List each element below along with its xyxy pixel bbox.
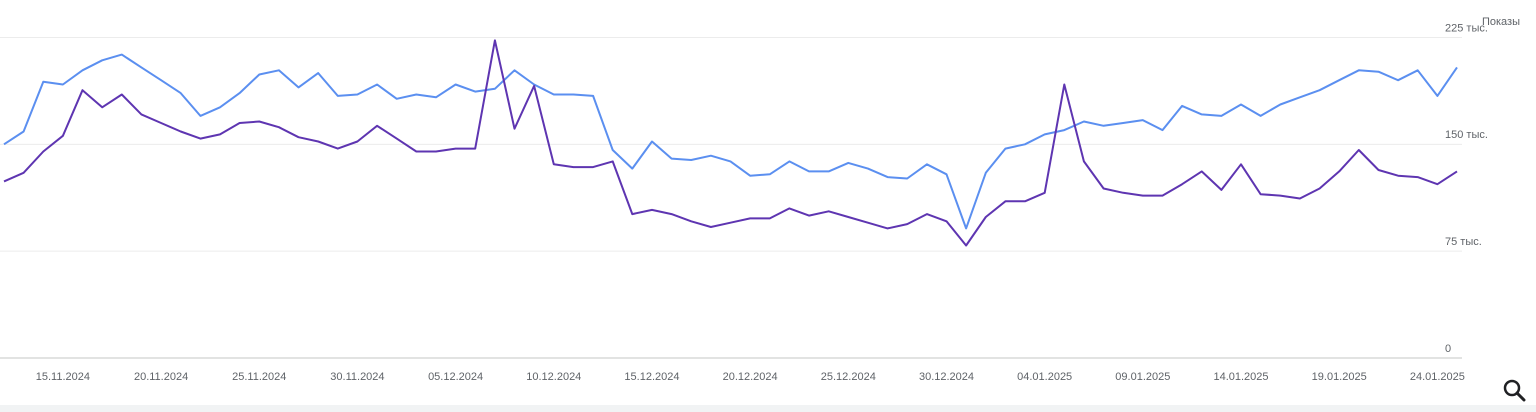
x-tick-label: 10.12.2024 xyxy=(526,371,581,383)
y-tick-label: 225 тыс. xyxy=(1445,22,1488,34)
x-tick-label: 04.01.2025 xyxy=(1017,371,1072,383)
y-axis-label: Показы xyxy=(1482,16,1520,28)
x-tick-label: 30.12.2024 xyxy=(919,371,974,383)
search-handle xyxy=(1515,391,1526,402)
x-tick-label: 19.01.2025 xyxy=(1312,371,1367,383)
x-tick-label: 30.11.2024 xyxy=(330,371,384,383)
y-tick-label: 75 тыс. xyxy=(1445,236,1482,248)
x-tick-label: 14.01.2025 xyxy=(1213,371,1268,383)
y-tick-label: 150 тыс. xyxy=(1445,129,1488,141)
search-icon[interactable] xyxy=(1503,379,1526,402)
y-tick-label: 0 xyxy=(1445,343,1451,355)
x-tick-label: 15.12.2024 xyxy=(624,371,679,383)
x-tick-label: 25.12.2024 xyxy=(821,371,876,383)
x-tick-label: 25.11.2024 xyxy=(232,371,286,383)
bottom-strip xyxy=(0,405,1536,412)
x-tick-label: 20.12.2024 xyxy=(723,371,778,383)
series-line xyxy=(3,39,1458,247)
x-tick-label: 15.11.2024 xyxy=(36,371,90,383)
x-tick-label: 24.01.2025 xyxy=(1410,371,1465,383)
series-line xyxy=(3,53,1458,230)
x-tick-label: 09.01.2025 xyxy=(1115,371,1170,383)
x-tick-label: 05.12.2024 xyxy=(428,371,483,383)
search-lens xyxy=(1503,379,1521,397)
x-tick-label: 20.11.2024 xyxy=(134,371,188,383)
